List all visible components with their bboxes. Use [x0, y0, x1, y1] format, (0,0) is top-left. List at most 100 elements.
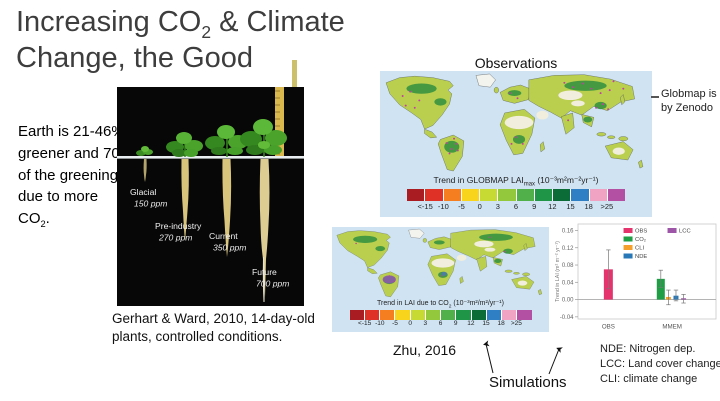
colorbar-cell	[516, 188, 535, 201]
bar-chart-canvas: 0.16 0.12 0.08 0.04 0.00 -0.04 OBS MMEM OBS CO₂ CL…	[555, 223, 717, 331]
globmap-source-note: Globmap is by Zenodo	[661, 87, 719, 116]
greening-note: Earth is 21-46% greener and 70% of the g…	[18, 121, 134, 231]
colorbar-tick-label: 0	[477, 201, 482, 211]
svg-text:0.12: 0.12	[562, 246, 574, 252]
simulations-world-map	[332, 227, 549, 299]
globmap-note-line2: by Zenodo	[661, 102, 713, 115]
colorbar-cell	[607, 188, 625, 201]
globmap-note-line1: Globmap is	[661, 88, 717, 100]
map1-label-units: (10⁻³m²m⁻²yr⁻¹)	[534, 175, 599, 185]
plant-photo-drawing: Glacial 150 ppm Pre-industry 270 ppm Current…	[117, 87, 304, 306]
map2-label-units: (10⁻³m²/m²/yr⁻¹)	[451, 300, 504, 307]
colorbar-cell	[502, 310, 518, 321]
observations-colorbar: <-15 -10 -5 0 3 6 9 12 15 18 >25	[407, 188, 625, 211]
colorbar-tick-label: 3	[495, 201, 500, 211]
greening-note-period: .	[45, 210, 50, 227]
colorbar-cell	[480, 188, 499, 201]
svg-text:CLI: CLI	[635, 246, 644, 252]
svg-text:Current: Current	[209, 231, 238, 241]
colorbar-ticks: <-15 -10 -5 0 3 6 9 12 15 18 >25	[407, 201, 625, 211]
map2-label-subscript: 2	[448, 304, 452, 310]
colorbar-tick-label: 15	[566, 201, 575, 211]
svg-text:Glacial: Glacial	[130, 187, 156, 197]
arrow-to-chart	[548, 347, 563, 375]
abbrev-nde: NDE: Nitrogen dep.	[600, 343, 696, 355]
svg-text:0.16: 0.16	[562, 228, 574, 234]
colorbar-tick-label: 12	[548, 201, 557, 211]
abbrev-cli: CLI: climate change	[600, 372, 698, 385]
svg-text:0.04: 0.04	[562, 280, 574, 286]
svg-text:LCC: LCC	[679, 229, 691, 235]
svg-text:Future: Future	[252, 267, 277, 277]
colorbar-tick-label: 18	[584, 201, 593, 211]
colorbar-cell	[395, 310, 411, 321]
colorbar-tick-label: -5	[392, 320, 398, 328]
svg-text:CO₂: CO₂	[635, 237, 646, 243]
colorbar-tick-label: 6	[438, 320, 443, 328]
colorbar-tick-label: <-15	[417, 201, 433, 211]
colorbar-cell	[410, 310, 426, 321]
colorbar-cell	[471, 310, 487, 321]
colorbar-cell	[571, 188, 590, 201]
title-text: Increasing CO	[16, 6, 202, 38]
svg-text:150 ppm: 150 ppm	[134, 199, 167, 209]
colorbar-cell	[553, 188, 572, 201]
svg-text:0.08: 0.08	[562, 263, 574, 269]
simulations-colorbar: <-15 -10 -5 0 3 6 9 12 15 18 >25	[349, 310, 532, 330]
colorbar-tick-label: >25	[600, 201, 614, 211]
colorbar-tick-label: 3	[423, 320, 428, 328]
plant-photo-caption: Gerhart & Ward, 2010, 14-day-old plants,…	[112, 311, 315, 345]
abbrev-lcc: LCC: Land cover change	[600, 357, 720, 370]
observations-map-figure: Trend in GLOBMAP LAImax (10⁻³m²m⁻²yr⁻¹) …	[380, 71, 652, 217]
colorbar-cell	[425, 310, 441, 321]
colorbar-cell	[364, 310, 380, 321]
colorbar-tick-label: 12	[467, 320, 475, 328]
colorbar-cell	[498, 188, 517, 201]
svg-text:350 ppm: 350 ppm	[213, 243, 246, 253]
colorbar-tick-label: >25	[510, 320, 522, 328]
title-text-post: & Climate Change, the Good	[16, 6, 345, 74]
svg-text:Trend in LAI (m² m⁻² yr⁻¹): Trend in LAI (m² m⁻² yr⁻¹)	[555, 241, 561, 302]
arrow-to-map	[483, 340, 494, 374]
colorbar-tick-label: 9	[532, 201, 537, 211]
simulations-label: Simulations	[489, 374, 567, 391]
zhu-citation: Zhu, 2016	[393, 342, 457, 358]
colorbar-tick-label: 9	[453, 320, 458, 328]
colorbar-cell	[517, 310, 532, 321]
colorbar-tick-label: -10	[375, 320, 385, 328]
observations-heading: Observations	[474, 55, 558, 71]
svg-text:NDE: NDE	[635, 254, 647, 260]
colorbar-cell	[441, 310, 457, 321]
observations-map-label: Trend in GLOBMAP LAImax (10⁻³m²m⁻²yr⁻¹)	[380, 175, 652, 188]
svg-text:OBS: OBS	[602, 324, 615, 331]
colorbar-tick-label: 18	[497, 320, 505, 328]
colorbar-cell	[589, 188, 608, 201]
colorbar-tick-label: 0	[408, 320, 412, 328]
map1-label-text: Trend in GLOBMAP LAI	[433, 175, 524, 185]
page-title: Increasing CO2 & Climate Change, the Goo…	[16, 6, 388, 76]
colorbar-cell	[486, 310, 502, 321]
colorbar-tick-label: -5	[458, 201, 465, 211]
colorbar-cell	[407, 188, 426, 201]
colorbar-cell	[425, 188, 444, 201]
colorbar-cell	[456, 310, 472, 321]
colorbar-cell	[534, 188, 553, 201]
colorbar-tick-label: <-15	[358, 320, 372, 328]
svg-text:Pre-industry: Pre-industry	[155, 221, 202, 231]
colorbar-cells	[407, 188, 625, 201]
svg-text:OBS: OBS	[635, 229, 647, 235]
plant-co2-photo: Glacial 150 ppm Pre-industry 270 ppm Current…	[117, 87, 304, 306]
greening-note-subscript: 2	[40, 219, 46, 229]
colorbar-cell	[349, 310, 365, 321]
pointer-line	[651, 96, 659, 98]
svg-text:0.00: 0.00	[562, 298, 574, 304]
map2-label-text: Trend in LAI due to CO	[377, 300, 449, 307]
map1-label-subscript: max	[523, 181, 535, 188]
colorbar-tick-label: -10	[437, 201, 449, 211]
greening-note-text: Earth is 21-46% greener and 70% of the g…	[18, 123, 134, 227]
colorbar-cell	[443, 188, 462, 201]
svg-text:MMEM: MMEM	[662, 324, 682, 331]
simulations-map-label: Trend in LAI due to CO2 (10⁻³m²/m²/yr⁻¹)	[332, 299, 549, 309]
svg-text:-0.04: -0.04	[560, 315, 574, 321]
